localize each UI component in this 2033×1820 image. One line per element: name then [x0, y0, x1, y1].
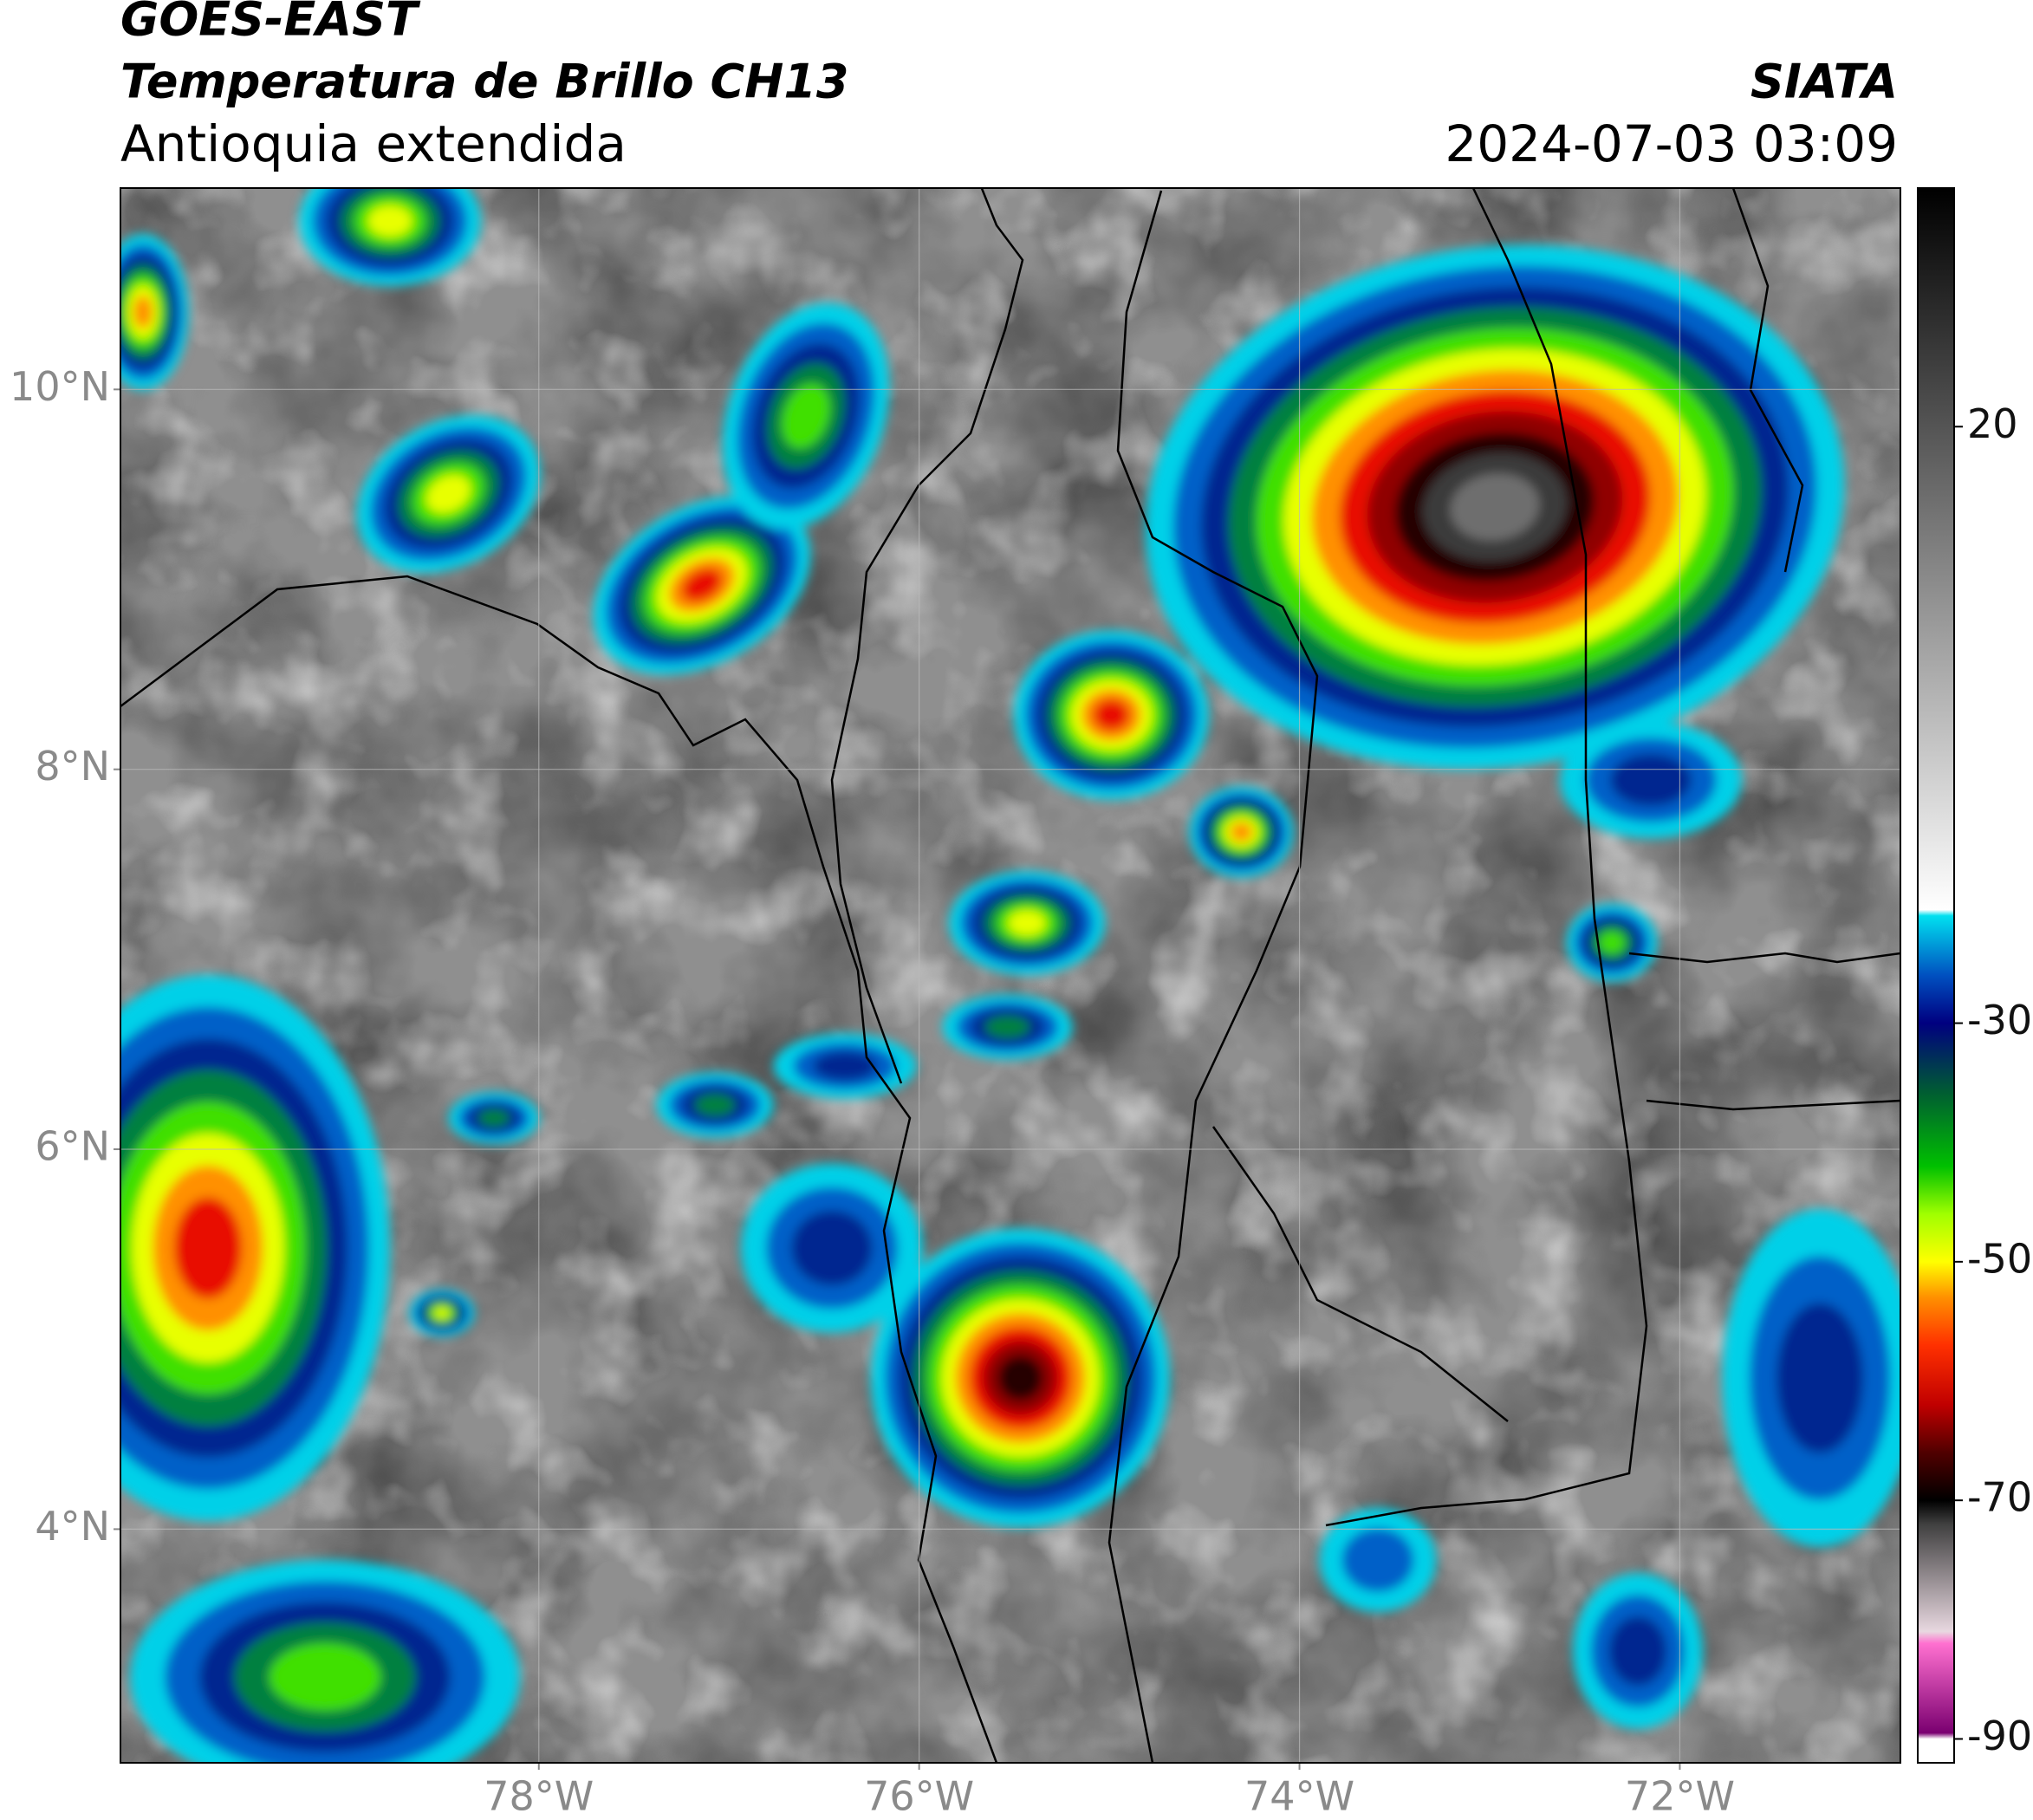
- storm-cell: [984, 1015, 1030, 1039]
- lon-tick-label: 74°W: [1244, 1773, 1354, 1820]
- storm-cell: [694, 1093, 736, 1117]
- storm-cell: [1608, 1616, 1667, 1686]
- title: GOES-EAST: [120, 0, 421, 47]
- storm-cell: [1776, 1303, 1863, 1453]
- region: Antioquia extendida: [120, 114, 627, 173]
- storm-cell: [782, 383, 830, 449]
- storms: [120, 188, 1900, 1763]
- storm-cell: [813, 1051, 877, 1081]
- lat-tick-label: 6°N: [35, 1123, 110, 1170]
- graticule: 4°N 6°N 8°N 10°N 78°W 76°W 74°W 72°W: [10, 188, 1900, 1820]
- storm-cell: [1599, 931, 1625, 954]
- colorbar: [1917, 187, 1955, 1764]
- storm-cell: [1450, 473, 1540, 541]
- storm-cell: [433, 1307, 451, 1319]
- coastline: [830, 188, 1024, 1084]
- storm-cell: [1008, 910, 1046, 936]
- border: [1628, 952, 1900, 964]
- border: [1325, 188, 1648, 1527]
- datetime: 2024-07-03 03:09: [1445, 114, 1898, 173]
- borders: [120, 188, 1900, 1763]
- storm-cell: [425, 474, 471, 514]
- lon-tick-label: 72°W: [1625, 1773, 1735, 1820]
- border: [1646, 1099, 1900, 1111]
- map-image: [120, 188, 1900, 1763]
- colorbar-tick-label: -70: [1967, 1474, 2032, 1521]
- storm-cell: [997, 1355, 1043, 1401]
- storm-cell: [133, 296, 153, 328]
- storm-cell: [1230, 822, 1253, 842]
- storm-cell: [173, 1197, 243, 1299]
- storm-cell: [367, 205, 412, 237]
- colorbar-tick-label: -30: [1967, 997, 2032, 1043]
- colorbar-ticks: 20 -30 -50 -70 -90: [1954, 400, 2032, 1759]
- colorbar-tick-label: 20: [1967, 400, 2018, 447]
- border: [1211, 1126, 1509, 1422]
- subtitle: Temperatura de Brillo CH13: [120, 55, 849, 109]
- map-frame: [120, 187, 1901, 1764]
- lat-tick-label: 8°N: [35, 743, 110, 790]
- storm-cell: [1341, 1528, 1414, 1592]
- lat-tick-label: 10°N: [10, 363, 110, 410]
- storm-cell: [1610, 754, 1692, 806]
- colorbar-tick-label: -90: [1967, 1713, 2032, 1759]
- storm-cell: [681, 568, 723, 602]
- storm-cell: [1093, 699, 1130, 731]
- storm-cell: [269, 1643, 381, 1711]
- lon-tick-label: 78°W: [484, 1773, 594, 1820]
- source: SIATA: [1750, 55, 1898, 109]
- lon-tick-label: 76°W: [864, 1773, 974, 1820]
- colorbar-tick-label: -50: [1967, 1235, 2032, 1282]
- lat-tick-label: 4°N: [35, 1503, 110, 1550]
- border: [1107, 190, 1319, 1763]
- storm-cell: [477, 1108, 510, 1128]
- coastline: [120, 575, 998, 1763]
- storm-cell: [791, 1210, 873, 1286]
- coastline: [1731, 188, 1804, 573]
